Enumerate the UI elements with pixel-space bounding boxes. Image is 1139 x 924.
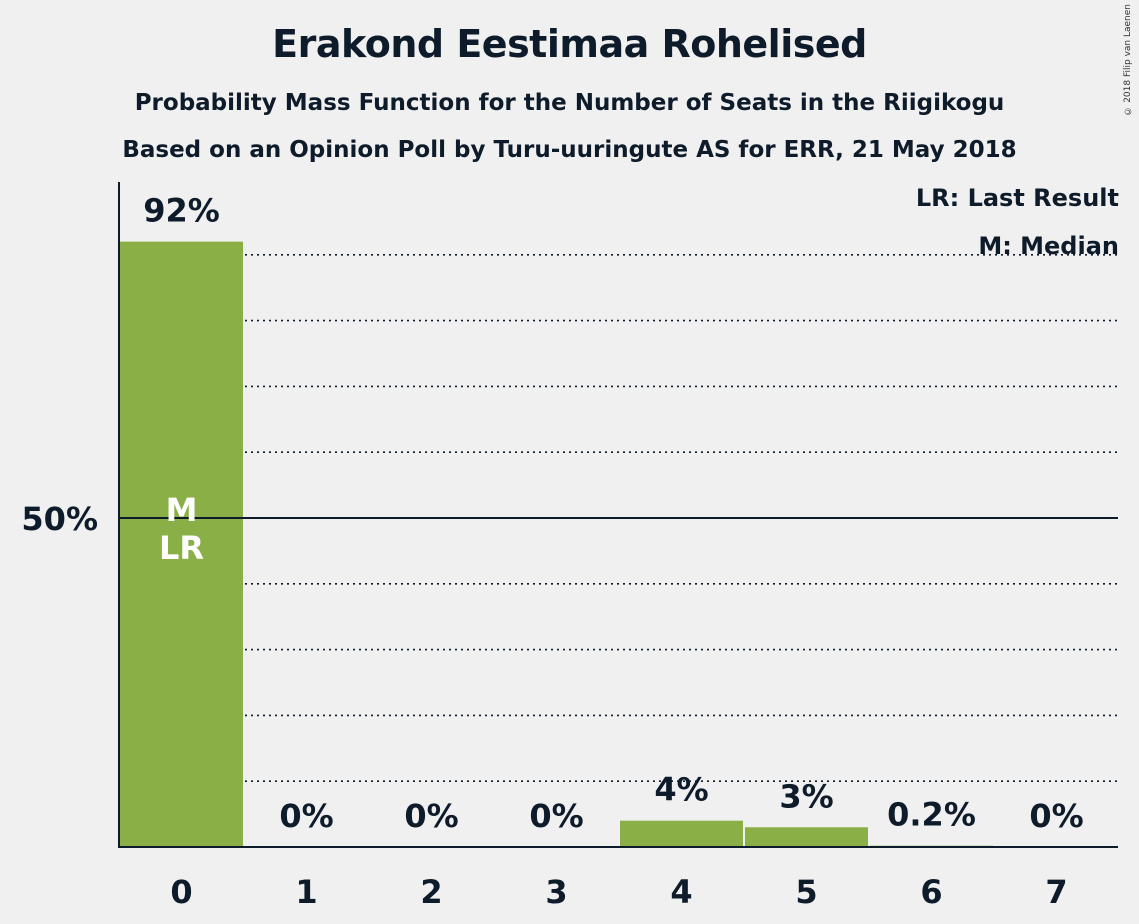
bar-5 — [745, 827, 868, 847]
value-label-1: 0% — [279, 797, 333, 835]
x-tick-label-5: 5 — [795, 873, 817, 911]
x-tick-label-0: 0 — [170, 873, 192, 911]
x-tick-label-4: 4 — [670, 873, 692, 911]
value-label-7: 0% — [1029, 797, 1083, 835]
y-tick-label-50: 50% — [21, 500, 98, 538]
legend-last-result: LR: Last Result — [915, 184, 1119, 212]
value-label-4: 4% — [654, 771, 708, 809]
value-label-5: 3% — [779, 777, 833, 815]
x-tick-label-1: 1 — [295, 873, 317, 911]
bar-4 — [620, 820, 743, 847]
bar-marker-m: M — [166, 491, 198, 529]
value-label-2: 0% — [404, 797, 458, 835]
bar-marker-lr: LR — [159, 529, 204, 567]
x-tick-label-3: 3 — [545, 873, 567, 911]
x-tick-label-6: 6 — [920, 873, 942, 911]
chart-title: Erakond Eestimaa Rohelised — [272, 22, 867, 66]
value-label-6: 0.2% — [887, 796, 976, 834]
x-tick-label-7: 7 — [1045, 873, 1067, 911]
chart-subtitle: Probability Mass Function for the Number… — [134, 90, 1005, 116]
value-label-0: 92% — [143, 192, 220, 230]
x-tick-label-2: 2 — [420, 873, 442, 911]
bar-0 — [120, 241, 243, 847]
chart-source-subtitle: Based on an Opinion Poll by Turu-uuringu… — [122, 137, 1017, 163]
value-label-3: 0% — [529, 797, 583, 835]
